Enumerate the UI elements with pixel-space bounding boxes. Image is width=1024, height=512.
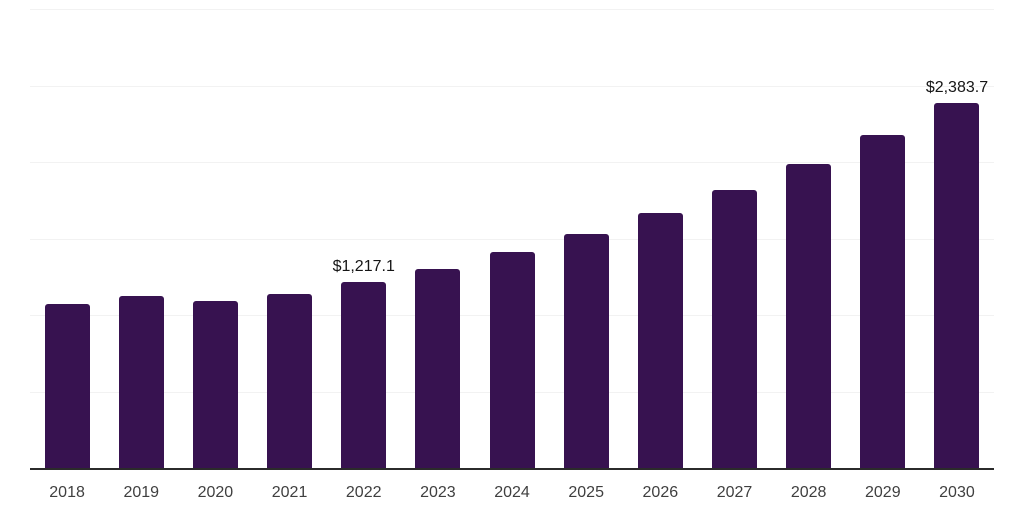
bar-2024[interactable] bbox=[489, 252, 535, 468]
bar-column-2020 bbox=[178, 9, 252, 468]
bar-column-2023 bbox=[401, 9, 475, 468]
x-tick-2020: 2020 bbox=[197, 484, 234, 501]
plot-area: $1,217.1 $2,383.7 bbox=[30, 9, 994, 470]
bar-column-2030: $2,383.7 bbox=[920, 9, 994, 468]
gridline-2500 bbox=[30, 85, 994, 87]
bar-2025[interactable] bbox=[563, 233, 609, 468]
x-tick-2029: 2029 bbox=[865, 484, 901, 501]
x-tick-2022: 2022 bbox=[345, 484, 382, 501]
bar-2019[interactable] bbox=[118, 295, 164, 468]
gridline-3000 bbox=[30, 9, 994, 10]
bar-column-2024 bbox=[475, 9, 549, 468]
bar-column-2027 bbox=[697, 9, 771, 468]
gridline-2000 bbox=[30, 162, 994, 164]
bars-container: $1,217.1 $2,383.7 bbox=[30, 9, 994, 468]
bar-2018[interactable] bbox=[44, 304, 90, 468]
x-tick-2019: 2019 bbox=[123, 484, 160, 501]
bar-column-2022: $1,217.1 bbox=[327, 9, 401, 468]
bar-2030[interactable] bbox=[934, 103, 980, 468]
bar-2027[interactable] bbox=[711, 189, 757, 468]
bar-column-2019 bbox=[104, 9, 178, 468]
x-tick-2018: 2018 bbox=[49, 484, 85, 501]
x-tick-2021: 2021 bbox=[271, 484, 308, 501]
bar-2023[interactable] bbox=[415, 269, 461, 468]
x-tick-2025: 2025 bbox=[568, 484, 604, 501]
bar-column-2026 bbox=[623, 9, 697, 468]
data-label-2030: $2,383.7 bbox=[925, 79, 989, 97]
x-tick-2026: 2026 bbox=[642, 484, 679, 501]
bar-column-2028 bbox=[772, 9, 846, 468]
bar-column-2029 bbox=[846, 9, 920, 468]
bar-column-2025 bbox=[549, 9, 623, 468]
bar-2022[interactable] bbox=[341, 281, 387, 468]
x-tick-2027: 2027 bbox=[716, 484, 753, 501]
gridline-1500 bbox=[30, 238, 994, 240]
data-label-2022: $1,217.1 bbox=[332, 257, 395, 275]
x-tick-2030: 2030 bbox=[939, 484, 975, 501]
x-axis-labels: 2018 2019 2020 2021 2022 2023 2024 2025 2026 2027… bbox=[30, 484, 994, 502]
bar-2028[interactable] bbox=[786, 163, 832, 468]
bar-column-2018 bbox=[30, 9, 104, 468]
bar-column-2021 bbox=[252, 9, 326, 468]
bar-2026[interactable] bbox=[637, 212, 683, 468]
x-tick-2028: 2028 bbox=[790, 484, 827, 501]
x-tick-2023: 2023 bbox=[420, 484, 456, 501]
x-tick-2024: 2024 bbox=[494, 484, 530, 501]
bar-2021[interactable] bbox=[267, 293, 313, 468]
bar-2020[interactable] bbox=[192, 301, 238, 468]
bar-2029[interactable] bbox=[860, 135, 906, 468]
